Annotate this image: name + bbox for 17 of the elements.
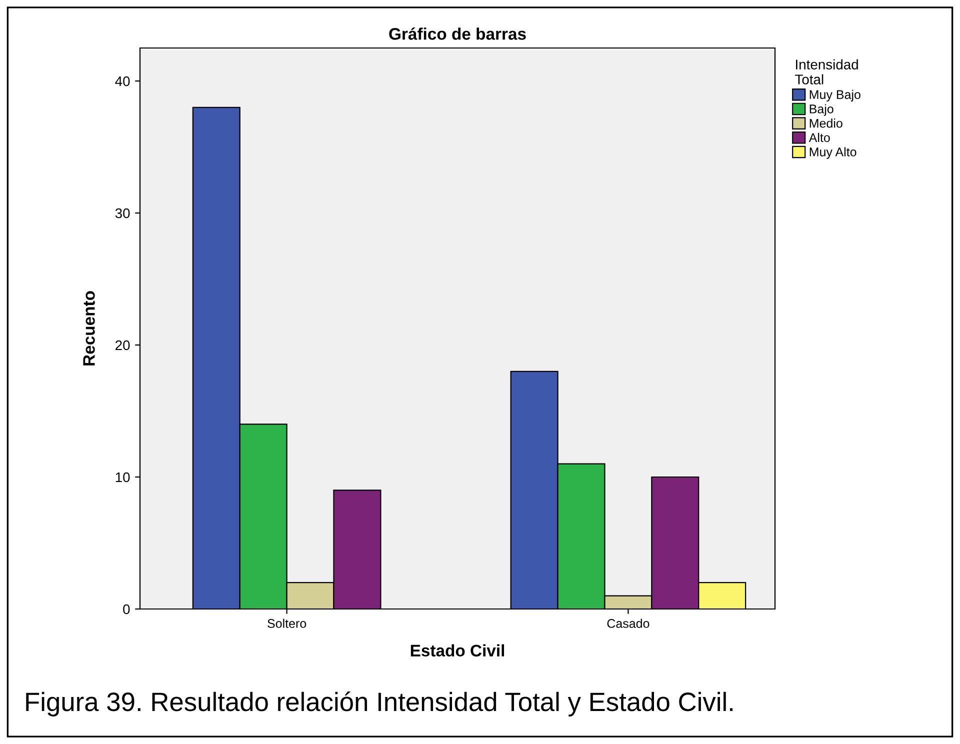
y-tick-label: 30 <box>115 208 130 218</box>
y-tick-label: 10 <box>116 472 130 482</box>
x-axis-title: Estado Civil <box>410 644 504 657</box>
x-tick-label: Soltero <box>268 618 306 628</box>
y-tick-label: 20 <box>116 340 130 350</box>
legend-label: Muy Bajo <box>810 90 860 102</box>
x-tick-label: Casado <box>607 618 650 628</box>
legend-label: Muy Alto <box>810 147 856 159</box>
legend-label: Alto <box>808 132 830 142</box>
chart-title: Gráfico de barras <box>389 27 526 40</box>
legend-label: Bajo <box>810 104 834 116</box>
text: Figura 39. Resultado relación Intensidad Total y Estado Civil. <box>26 692 733 716</box>
legend-label: Medio <box>810 118 842 128</box>
legend-title: Intensidad Total <box>795 59 858 84</box>
y-tick-label: 40 <box>115 76 130 86</box>
y-axis-title: Recuento <box>83 291 95 366</box>
y-tick-label: 0 <box>123 604 130 614</box>
